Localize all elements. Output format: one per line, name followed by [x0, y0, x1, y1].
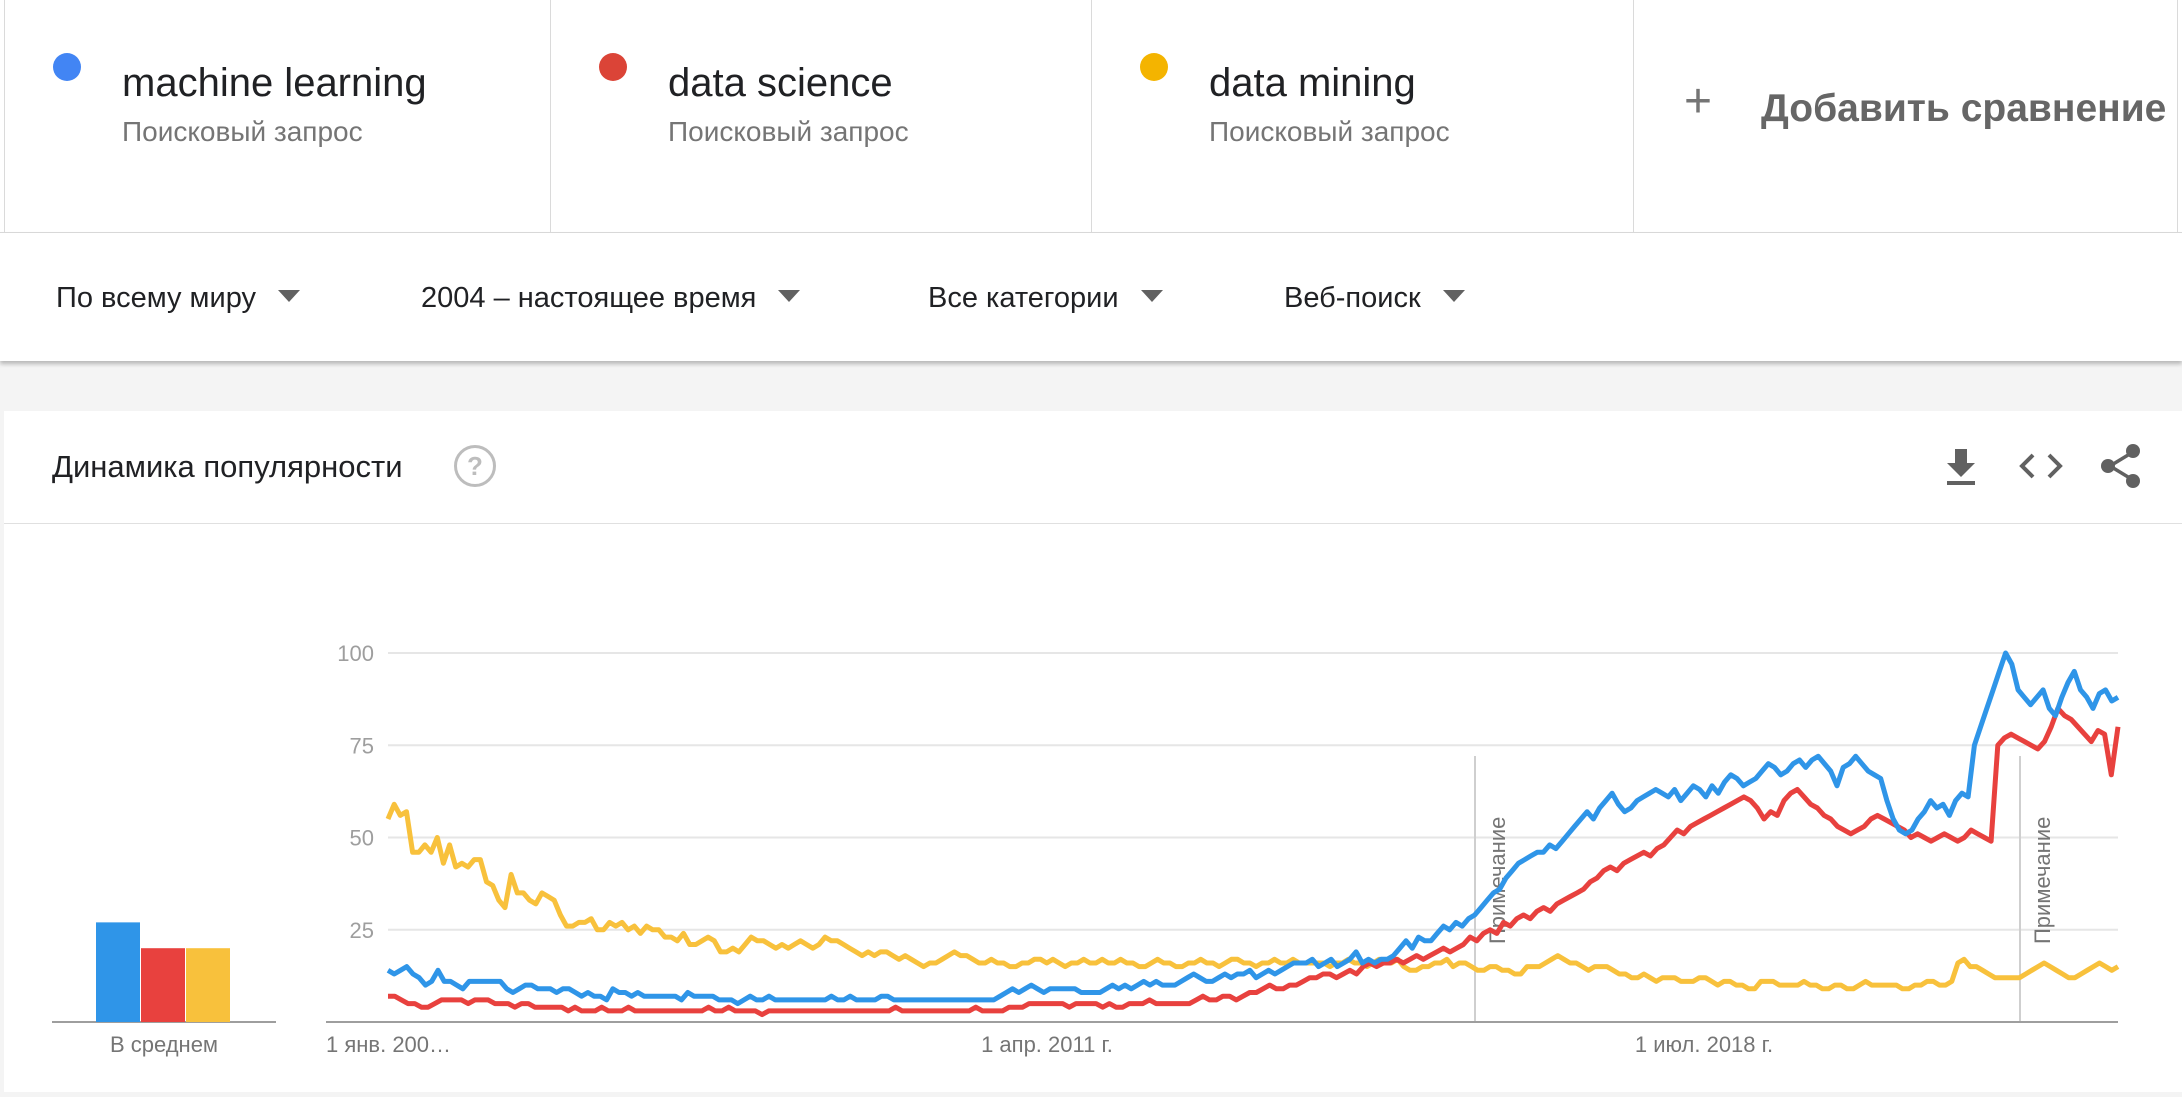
interest-over-time-widget: Динамика популярности ? В среднем	[4, 411, 2182, 1092]
annotation-markers: Примечание Примечание	[1474, 756, 2055, 1022]
period-dropdown[interactable]: 2004 – настоящее время	[421, 278, 801, 318]
average-bar	[186, 948, 230, 1022]
y-tick-label: 100	[337, 641, 374, 666]
term-type: Поисковый запрос	[668, 116, 909, 147]
period-label: 2004 – настоящее время	[421, 282, 757, 314]
download-icon[interactable]	[1936, 441, 1986, 491]
chevron-down-icon	[778, 290, 801, 303]
search-type-dropdown[interactable]: Веб-поиск	[1284, 278, 1465, 318]
term-name: machine learning	[122, 61, 427, 105]
search-type-label: Веб-поиск	[1284, 282, 1421, 314]
category-dropdown[interactable]: Все категории	[928, 278, 1163, 318]
series-color-dot	[599, 53, 627, 81]
region-dropdown[interactable]: По всему миру	[56, 278, 300, 318]
average-bars: В среднем	[52, 922, 276, 1057]
compare-terms-bar: machine learning Поисковый запрос data s…	[0, 0, 2182, 233]
average-label: В среднем	[110, 1032, 218, 1057]
term-name: data mining	[1209, 61, 1416, 105]
series-line-data-science[interactable]	[388, 705, 2121, 1018]
widget-title: Динамика популярности	[52, 449, 403, 484]
series-color-dot	[53, 53, 81, 81]
annotation-label[interactable]: Примечание	[2030, 817, 2055, 944]
x-tick-label: 1 июл. 2018 г.	[1635, 1032, 1773, 1057]
x-tick-label: 1 апр. 2011 г.	[981, 1032, 1113, 1057]
y-axis-labels: 25 50 75 100	[337, 641, 374, 943]
term-card-3[interactable]: data mining Поисковый запрос	[1091, 0, 1633, 232]
add-comparison-button[interactable]: + Добавить сравнение	[1633, 0, 2178, 232]
chart-grid	[388, 652, 2118, 931]
question-circle-icon[interactable]: ?	[454, 445, 496, 487]
series-line-data-mining[interactable]	[385, 801, 2120, 992]
y-tick-label: 75	[350, 733, 374, 758]
chevron-down-icon	[1140, 290, 1163, 303]
average-bar	[141, 948, 185, 1022]
x-tick-label: 1 янв. 200…	[326, 1032, 451, 1057]
region-label: По всему миру	[56, 282, 256, 314]
share-icon[interactable]	[2096, 441, 2146, 491]
x-axis-labels: 1 янв. 200… 1 апр. 2011 г. 1 июл. 2018 г…	[326, 1032, 1773, 1057]
term-card-1[interactable]: machine learning Поисковый запрос	[4, 0, 550, 232]
series-color-dot	[1140, 53, 1168, 81]
interest-chart: В среднем 25 50 75 100 Примечание Примечани…	[52, 641, 2121, 1057]
term-type: Поисковый запрос	[1209, 116, 1450, 147]
widget-header: Динамика популярности ?	[4, 411, 2182, 524]
y-tick-label: 25	[350, 918, 374, 943]
category-label: Все категории	[928, 282, 1119, 314]
embed-code-icon[interactable]	[2016, 441, 2066, 491]
term-card-2[interactable]: data science Поисковый запрос	[550, 0, 1091, 232]
term-type: Поисковый запрос	[122, 116, 363, 147]
filter-bar: По всему миру 2004 – настоящее время Все…	[0, 233, 2182, 361]
term-name: data science	[668, 61, 893, 105]
average-bar	[96, 922, 140, 1022]
plus-icon: +	[1684, 75, 1713, 128]
y-tick-label: 50	[350, 826, 374, 851]
chart-area: В среднем 25 50 75 100 Примечание Примечани…	[4, 524, 2182, 1092]
chevron-down-icon	[1442, 290, 1465, 303]
series-lines	[385, 650, 2121, 1018]
chevron-down-icon	[278, 290, 300, 303]
series-line-machine-learning[interactable]	[386, 650, 2120, 1007]
add-comparison-label: Добавить сравнение	[1761, 87, 2167, 130]
